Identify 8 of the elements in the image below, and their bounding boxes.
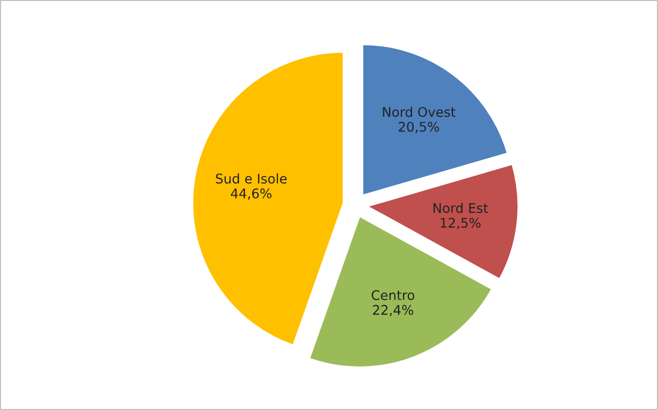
data-label: 12,5% [440, 218, 481, 230]
slice-label: Nord Est [434, 202, 488, 214]
slice-label: Sud e Isole [216, 173, 287, 184]
data-label: 22,4% [372, 304, 414, 316]
slice-label: Centro [372, 290, 414, 300]
data-label: 44,6% [230, 188, 272, 200]
data-label: 20,5% [398, 122, 439, 134]
slice-label: Nord Ovest [382, 106, 456, 117]
